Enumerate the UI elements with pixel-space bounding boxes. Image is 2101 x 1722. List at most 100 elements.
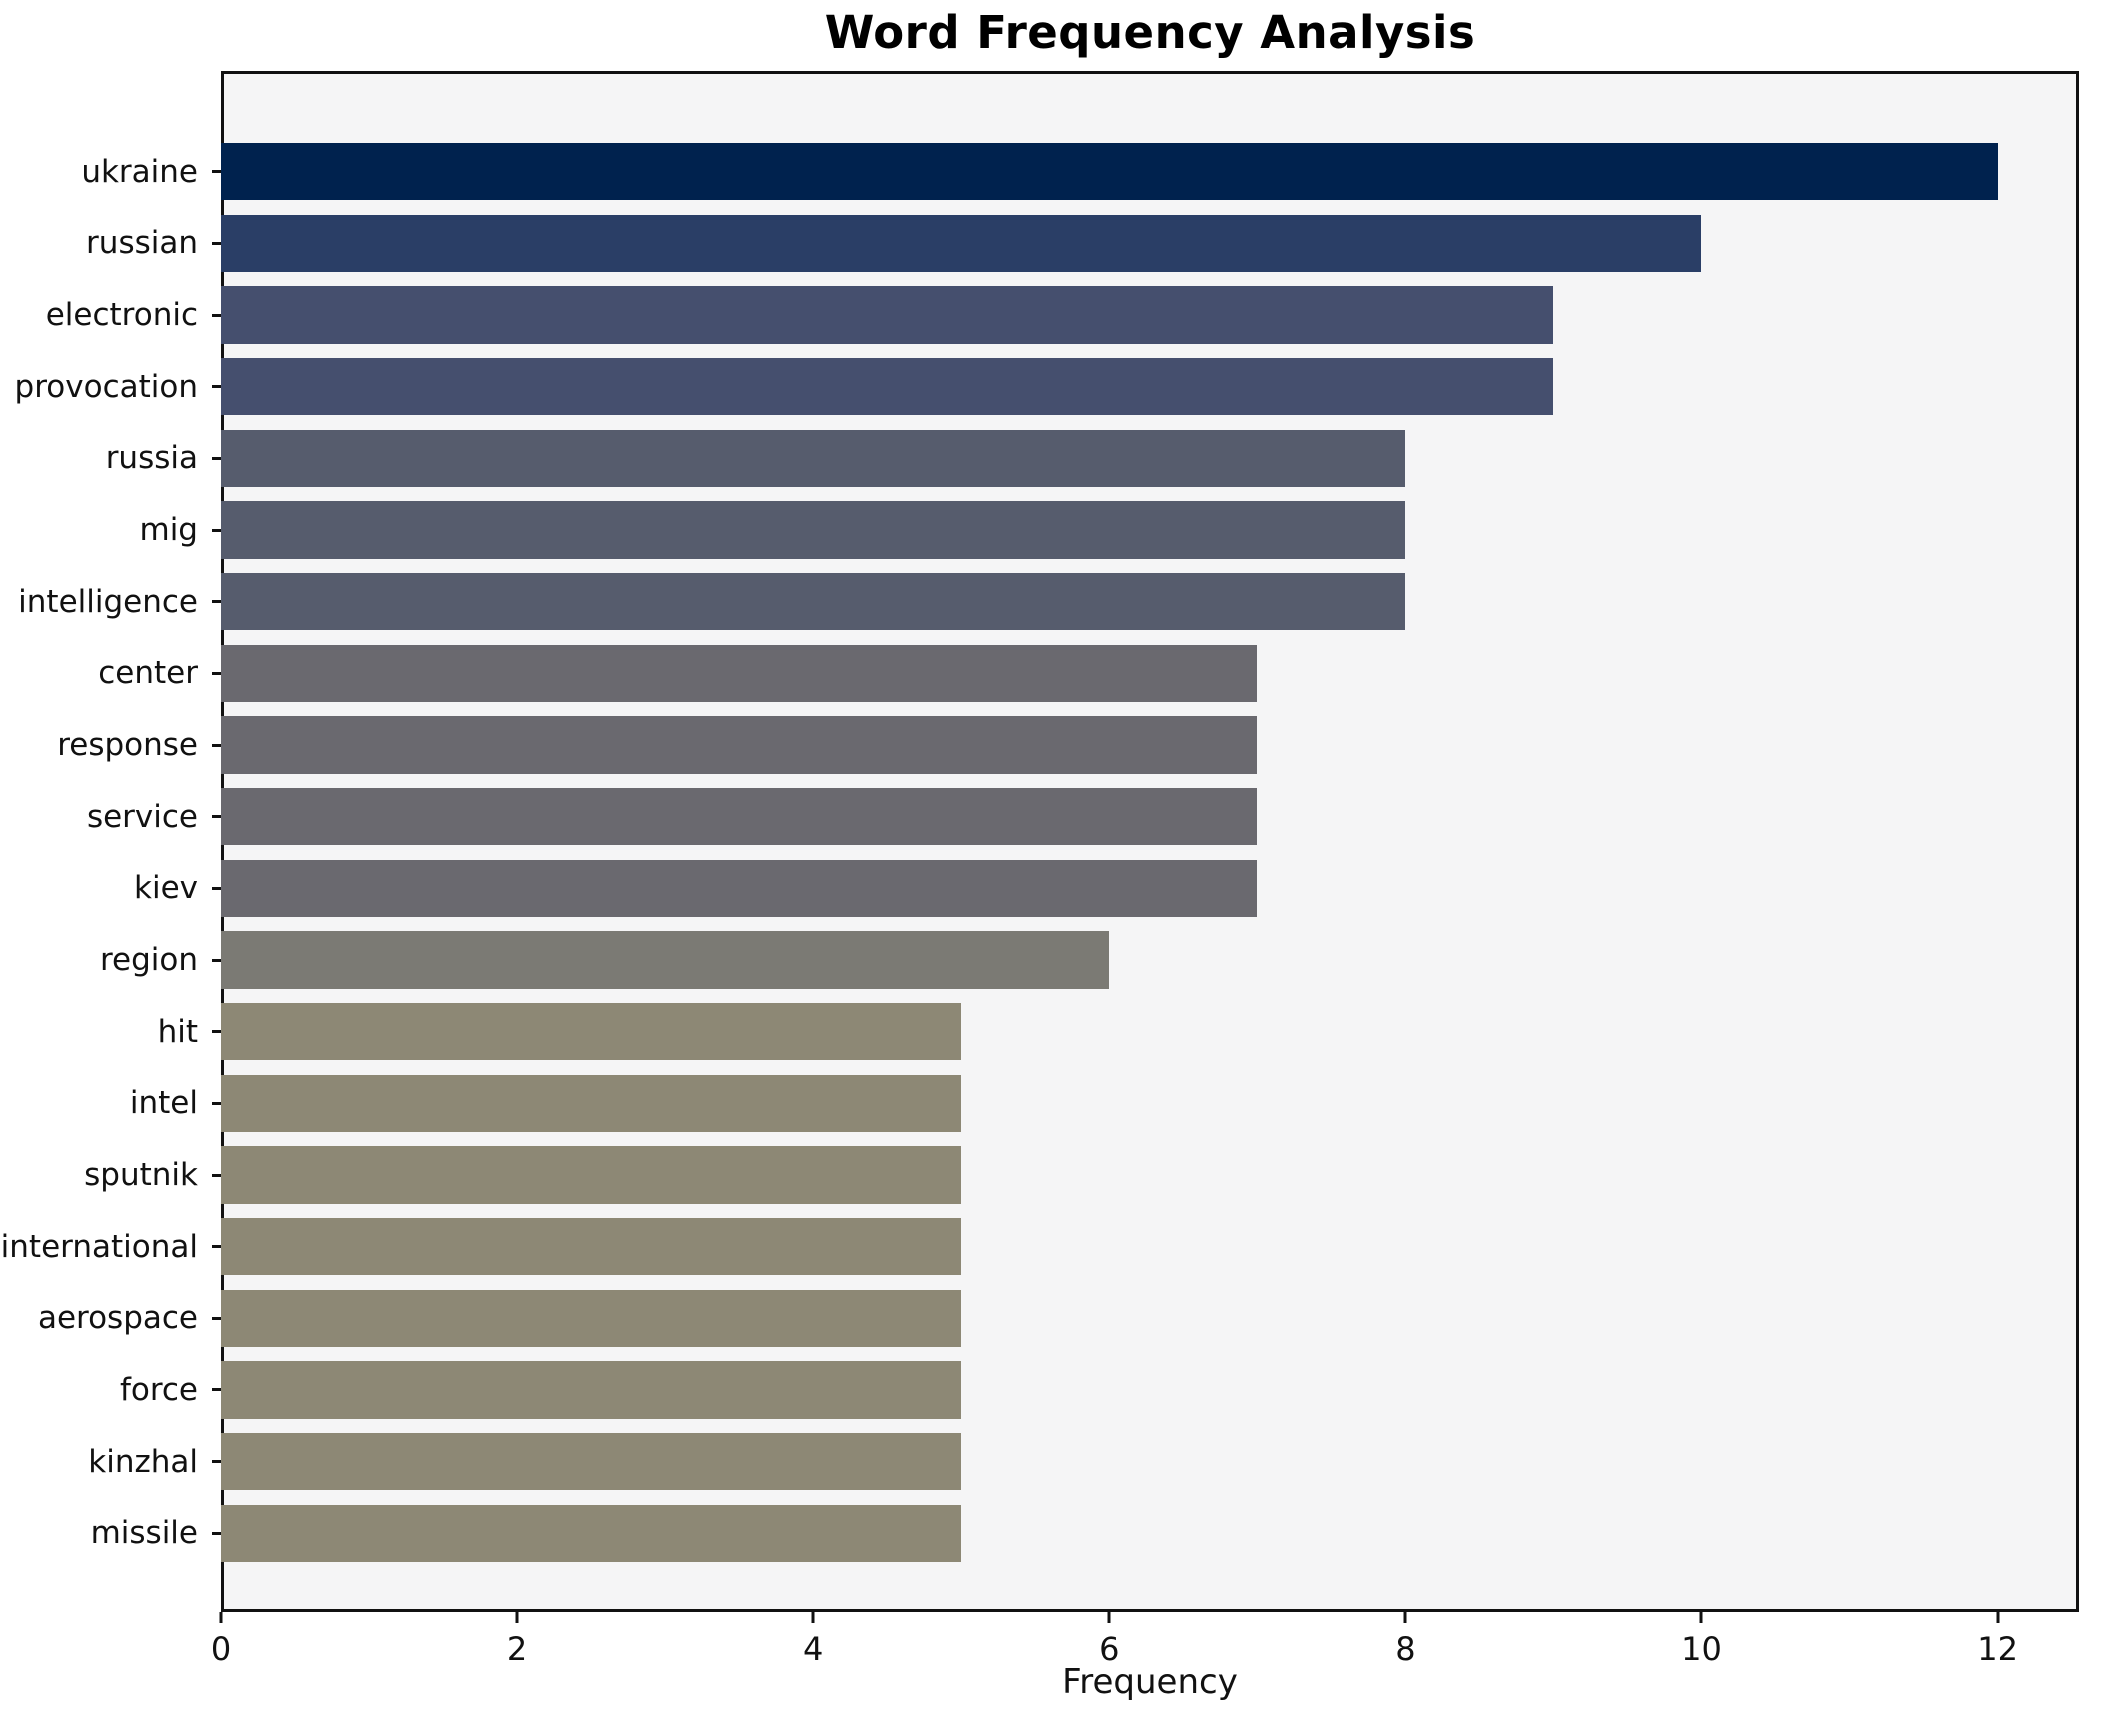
y-tick-mark — [212, 170, 221, 174]
y-tick-mark — [212, 671, 221, 675]
frequency-bar — [221, 1504, 962, 1562]
frequency-bar — [221, 788, 1258, 846]
x-tick-mark — [1996, 1612, 2000, 1623]
y-tick-mark — [212, 886, 221, 890]
frequency-bar — [221, 1146, 962, 1204]
y-axis-label: sputnik — [84, 1157, 198, 1194]
bar-row: russian — [0, 208, 2079, 280]
y-tick-mark — [212, 1388, 221, 1392]
x-axis-title: Frequency — [1062, 1662, 1238, 1702]
y-tick-mark — [212, 1531, 221, 1535]
y-tick-mark — [212, 1173, 221, 1177]
y-tick-mark — [212, 600, 221, 604]
frequency-bar — [221, 1218, 962, 1276]
y-tick-mark — [212, 1030, 221, 1034]
bar-track — [221, 1139, 2079, 1211]
bar-row: kinzhal — [0, 1426, 2079, 1498]
bar-row: response — [0, 709, 2079, 781]
y-tick-mark — [212, 241, 221, 245]
bar-track — [221, 709, 2079, 781]
bar-row: electronic — [0, 279, 2079, 351]
x-tick-label: 12 — [1977, 1630, 2018, 1668]
frequency-bar — [221, 1003, 962, 1061]
y-axis-label: international — [0, 1228, 198, 1265]
bar-track — [221, 853, 2079, 925]
bar-track — [221, 996, 2079, 1068]
bar-row: ukraine — [0, 136, 2079, 208]
bar-row: center — [0, 638, 2079, 710]
y-axis-label: provocation — [14, 368, 198, 405]
bar-track — [221, 566, 2079, 638]
y-axis-label: intelligence — [18, 583, 198, 620]
bar-track — [221, 1211, 2079, 1283]
bar-row: aerospace — [0, 1283, 2079, 1355]
bar-row: intel — [0, 1068, 2079, 1140]
y-axis-label: force — [119, 1371, 198, 1408]
bar-track — [221, 494, 2079, 566]
x-tick-mark — [515, 1612, 519, 1623]
y-tick-mark — [212, 958, 221, 962]
frequency-bar — [221, 1289, 962, 1347]
bar-row: region — [0, 924, 2079, 996]
chart-title: Word Frequency Analysis — [824, 6, 1476, 59]
y-axis-label: center — [98, 655, 198, 692]
bar-track — [221, 924, 2079, 996]
bar-track — [221, 279, 2079, 351]
frequency-bar — [221, 501, 1406, 559]
bar-track — [221, 781, 2079, 853]
y-axis-label: intel — [129, 1085, 198, 1122]
x-tick-mark — [1403, 1612, 1407, 1623]
bar-track — [221, 423, 2079, 495]
y-axis-label: service — [86, 798, 198, 835]
y-tick-mark — [212, 1316, 221, 1320]
bar-track — [221, 1283, 2079, 1355]
bar-track — [221, 351, 2079, 423]
frequency-bar — [221, 429, 1406, 488]
y-axis-label: russian — [86, 225, 198, 262]
frequency-bar — [221, 859, 1258, 918]
bar-track — [221, 136, 2079, 208]
x-axis: 0 2 4 6 8 10 12 — [211, 1612, 2079, 1722]
y-axis-label: russia — [105, 440, 198, 477]
frequency-bar — [221, 644, 1258, 703]
bar-track — [221, 1497, 2079, 1569]
y-tick-mark — [212, 528, 221, 532]
frequency-bar — [221, 214, 1702, 273]
frequency-bar — [221, 573, 1406, 631]
x-tick-label: 6 — [1099, 1630, 1120, 1668]
frequency-bar — [221, 1074, 962, 1133]
x-tick-mark — [1699, 1612, 1703, 1623]
x-tick-mark — [219, 1612, 223, 1623]
y-tick-mark — [212, 1101, 221, 1105]
y-axis-label: kiev — [134, 870, 198, 907]
y-axis-label: aerospace — [37, 1300, 198, 1337]
y-tick-mark — [212, 385, 221, 389]
frequency-bar — [221, 1361, 962, 1419]
x-tick-label: 2 — [506, 1630, 528, 1668]
y-axis-label: missile — [90, 1515, 198, 1552]
bar-track — [221, 638, 2079, 710]
y-axis-label: response — [57, 727, 198, 764]
bar-track — [221, 1426, 2079, 1498]
bar-track — [221, 1068, 2079, 1140]
y-axis-label: mig — [139, 512, 199, 549]
y-tick-mark — [212, 313, 221, 317]
y-axis-label: region — [99, 942, 198, 979]
y-axis-label: electronic — [45, 297, 198, 334]
y-tick-mark — [212, 743, 221, 747]
bar-row: intelligence — [0, 566, 2079, 638]
frequency-bar — [221, 1432, 962, 1491]
x-tick-label: 10 — [1681, 1630, 1722, 1668]
frequency-bar — [221, 716, 1258, 774]
bar-row: force — [0, 1354, 2079, 1426]
bar-row: international — [0, 1211, 2079, 1283]
x-tick-label: 4 — [803, 1630, 824, 1668]
x-tick-label: 0 — [210, 1630, 232, 1668]
y-tick-mark — [212, 815, 221, 819]
y-tick-mark — [212, 1460, 221, 1464]
bar-row: kiev — [0, 853, 2079, 925]
bar-row: missile — [0, 1497, 2079, 1569]
bar-row: mig — [0, 494, 2079, 566]
y-tick-mark — [212, 456, 221, 460]
